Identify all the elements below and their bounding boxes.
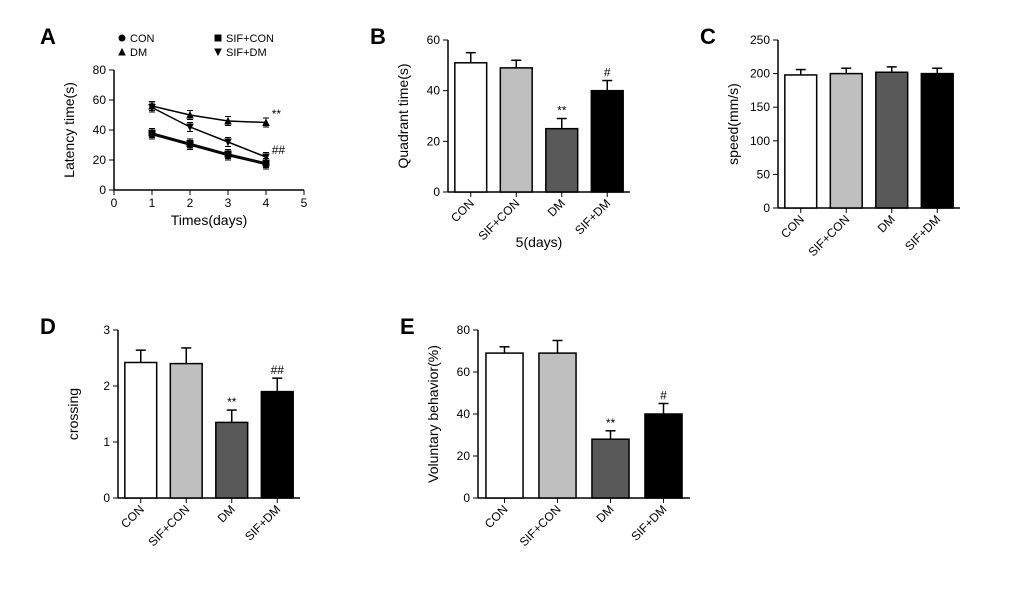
svg-text:20: 20: [427, 134, 441, 148]
bar: [216, 422, 248, 498]
svg-text:**: **: [606, 416, 616, 430]
bar: [486, 353, 523, 498]
svg-text:**: **: [272, 107, 282, 121]
svg-text:Latency time(s): Latency time(s): [61, 82, 77, 178]
svg-text:##: ##: [271, 363, 285, 377]
legend-item: CON: [130, 33, 155, 45]
svg-text:60: 60: [93, 93, 107, 107]
panel-label: C: [700, 24, 716, 50]
svg-text:0: 0: [111, 196, 118, 210]
category-label: DM: [545, 196, 568, 219]
category-label: CON: [482, 502, 511, 531]
svg-text:40: 40: [93, 123, 107, 137]
bar: [500, 68, 532, 192]
svg-text:2: 2: [187, 196, 194, 210]
category-label: SIF+DM: [902, 212, 943, 253]
svg-text:1: 1: [103, 435, 110, 449]
svg-text:60: 60: [457, 365, 471, 379]
svg-text:250: 250: [750, 33, 770, 47]
panel-E: E020406080Voluntary behavior(%)CONSIF+CO…: [420, 320, 710, 550]
category-label: SIF+DM: [242, 502, 283, 543]
figure-root: A020406080012345Times(days)Latency time(…: [20, 20, 1020, 580]
panel-C: C050100150200250speed(mm/s)CONSIF+CONDMS…: [720, 30, 980, 260]
svg-text:Times(days): Times(days): [171, 212, 248, 228]
category-label: SIF+DM: [572, 196, 613, 237]
bar: [921, 74, 953, 208]
svg-text:40: 40: [427, 84, 441, 98]
category-label: CON: [448, 196, 477, 225]
svg-text:0: 0: [99, 183, 106, 197]
svg-text:4: 4: [263, 196, 270, 210]
svg-text:#: #: [660, 389, 667, 403]
panel-label: A: [40, 24, 56, 50]
bar: [591, 91, 623, 192]
bar: [539, 353, 576, 498]
svg-text:0: 0: [463, 491, 470, 505]
category-label: DM: [215, 502, 238, 525]
svg-text:150: 150: [750, 100, 770, 114]
svg-text:3: 3: [103, 323, 110, 337]
panel-label: E: [400, 314, 415, 340]
panel-D: D0123crossingCONSIF+CONDM**SIF+DM##: [60, 320, 320, 550]
category-label: SIF+CON: [145, 502, 192, 549]
bar: [830, 74, 862, 208]
svg-text:100: 100: [750, 134, 770, 148]
svg-text:80: 80: [457, 323, 471, 337]
svg-text:50: 50: [757, 167, 771, 181]
bar: [261, 392, 293, 498]
legend-item: DM: [130, 47, 147, 59]
category-label: DM: [875, 212, 898, 235]
bar: [546, 129, 578, 192]
svg-text:5: 5: [301, 196, 308, 210]
svg-text:2: 2: [103, 379, 110, 393]
bar: [592, 439, 629, 498]
panel-label: D: [40, 314, 56, 340]
category-label: SIF+CON: [517, 502, 564, 549]
category-label: CON: [778, 212, 807, 241]
panel-label: B: [370, 24, 386, 50]
svg-text:##: ##: [272, 143, 286, 157]
svg-text:60: 60: [427, 33, 441, 47]
category-label: DM: [594, 502, 617, 525]
panel-B: B02040605(days)Quadrant time(s)CONSIF+CO…: [390, 30, 650, 260]
category-label: CON: [118, 502, 147, 531]
bar: [645, 414, 682, 498]
svg-text:0: 0: [433, 185, 440, 199]
svg-text:1: 1: [149, 196, 156, 210]
svg-text:80: 80: [93, 63, 107, 77]
legend-item: SIF+DM: [226, 47, 267, 59]
svg-text:0: 0: [763, 201, 770, 215]
svg-text:0: 0: [103, 491, 110, 505]
svg-text:**: **: [227, 395, 237, 409]
panel-A: A020406080012345Times(days)Latency time(…: [60, 30, 320, 230]
legend-item: SIF+CON: [226, 33, 274, 45]
category-label: SIF+DM: [628, 502, 669, 543]
bar: [455, 63, 487, 192]
svg-text:200: 200: [750, 67, 770, 81]
svg-text:40: 40: [457, 407, 471, 421]
svg-text:**: **: [557, 104, 567, 118]
svg-text:3: 3: [225, 196, 232, 210]
bar: [125, 362, 157, 498]
svg-text:Quadrant time(s): Quadrant time(s): [395, 63, 411, 168]
svg-text:20: 20: [93, 153, 107, 167]
svg-text:speed(mm/s): speed(mm/s): [725, 83, 741, 165]
bar: [876, 72, 908, 208]
bar: [785, 75, 817, 208]
svg-text:Voluntary behavior(%): Voluntary behavior(%): [425, 345, 441, 483]
svg-text:5(days): 5(days): [516, 234, 563, 250]
bar: [170, 364, 202, 498]
svg-text:#: #: [604, 66, 611, 80]
svg-text:20: 20: [457, 449, 471, 463]
category-label: SIF+CON: [805, 212, 852, 259]
svg-text:crossing: crossing: [65, 388, 81, 440]
